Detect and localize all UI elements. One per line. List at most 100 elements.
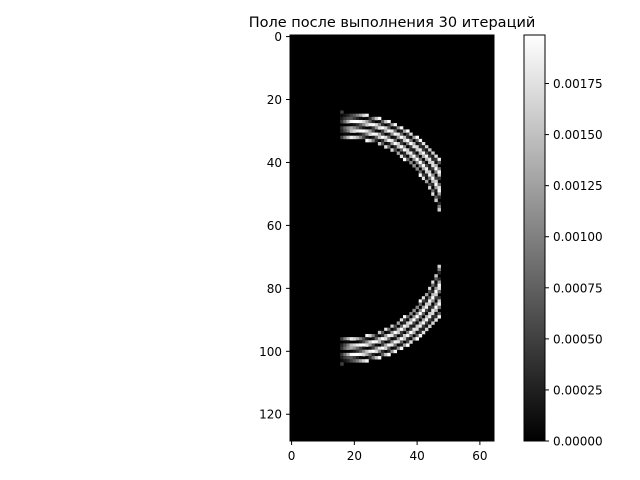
heatmap-cell [387,343,391,347]
heatmap-cell [415,157,419,162]
heatmap-cell [393,126,398,130]
heatmap-cell [437,201,441,206]
colorbar-tick-label: 0.00125 [553,179,603,193]
heatmap-cell [362,352,366,357]
heatmap-cell [362,113,366,118]
heatmap-cell [387,126,391,130]
heatmap-cell [346,343,350,347]
heatmap-cell [434,195,438,199]
heatmap-cell [377,126,382,130]
heatmap-cell [418,160,423,165]
heatmap-cell [415,330,419,335]
heatmap-cell [437,160,441,165]
heatmap-cell [390,145,394,149]
x-tick-label: 40 [409,449,424,463]
y-tick-label: 80 [267,282,282,296]
heatmap-cell [365,119,369,124]
heatmap-cell [352,352,357,357]
heatmap-cell [377,346,382,351]
heatmap-cell [409,311,413,316]
heatmap-background [290,35,494,441]
heatmap-cell [355,343,360,347]
heatmap-cell [374,356,379,360]
heatmap-cell [368,126,372,130]
heatmap-cell [421,324,426,328]
heatmap-cell [424,160,429,165]
heatmap-cell [396,343,401,347]
heatmap-cell [415,318,419,322]
heatmap-cell [390,343,394,347]
heatmap-cell [390,132,394,137]
heatmap-cell [377,132,382,137]
heatmap-cell [377,123,382,127]
heatmap-cell [368,119,372,124]
heatmap-cell [396,330,401,335]
heatmap-cell [365,138,369,143]
heatmap-cell [421,318,426,322]
heatmap-cell [390,324,394,328]
heatmap-cell [406,157,410,162]
heatmap-cell [418,321,423,325]
heatmap-cell [371,119,376,124]
heatmap-cell [384,333,388,338]
heatmap-cell [359,343,363,347]
heatmap-cell [431,179,435,184]
heatmap-cell [412,324,416,328]
heatmap-cell [437,302,441,306]
heatmap-cell [399,340,404,344]
heatmap-cell [384,135,388,140]
heatmap-cell [346,352,350,357]
heatmap-cell [431,176,435,181]
heatmap-cell [409,132,413,137]
heatmap-cell [406,324,410,328]
heatmap-cell [352,135,357,140]
heatmap-cell [346,116,350,121]
heatmap-cell [431,305,435,310]
heatmap-cell [418,173,423,177]
heatmap-cell [437,311,441,316]
heatmap-cell [415,160,419,165]
heatmap-cell [340,343,344,347]
heatmap-cell [396,321,401,325]
heatmap-cell [359,337,363,341]
heatmap-cell [415,305,419,310]
heatmap-cell [365,352,369,357]
heatmap-cell [421,327,426,332]
heatmap-cell [421,305,426,310]
heatmap-cell [428,305,432,310]
heatmap-cell [437,299,441,303]
heatmap-cell [428,311,432,316]
heatmap-cell [362,123,366,127]
heatmap-cell [384,129,388,133]
heatmap-cell [434,164,438,168]
heatmap-cell [349,119,354,124]
heatmap-cell [409,327,413,332]
heatmap-cell [368,138,372,143]
heatmap-cell [406,129,410,133]
chart-title: Поле после выполнения 30 итераций [249,15,536,31]
y-tick-label: 0 [274,30,282,44]
heatmap-cell [399,327,404,332]
heatmap-cell [412,321,416,325]
heatmap-cell [362,119,366,124]
heatmap-cell [406,138,410,143]
x-tick-label: 60 [472,449,487,463]
heatmap-cell [352,343,357,347]
heatmap-cell [384,142,388,146]
heatmap-cell [374,349,379,354]
heatmap-cell [349,116,354,121]
heatmap-cell [406,333,410,338]
heatmap-cell [365,340,369,344]
heatmap-cell [393,337,398,341]
heatmap-cell [399,324,404,328]
heatmap-cell [409,151,413,155]
heatmap-cell [431,154,435,159]
heatmap-cell [359,340,363,344]
heatmap-cell [415,311,419,316]
heatmap-cell [365,123,369,127]
heatmap-cell [402,135,407,140]
heatmap-cell [431,157,435,162]
heatmap-cell [428,182,432,187]
heatmap-cell [374,333,379,338]
heatmap-cell [399,129,404,133]
